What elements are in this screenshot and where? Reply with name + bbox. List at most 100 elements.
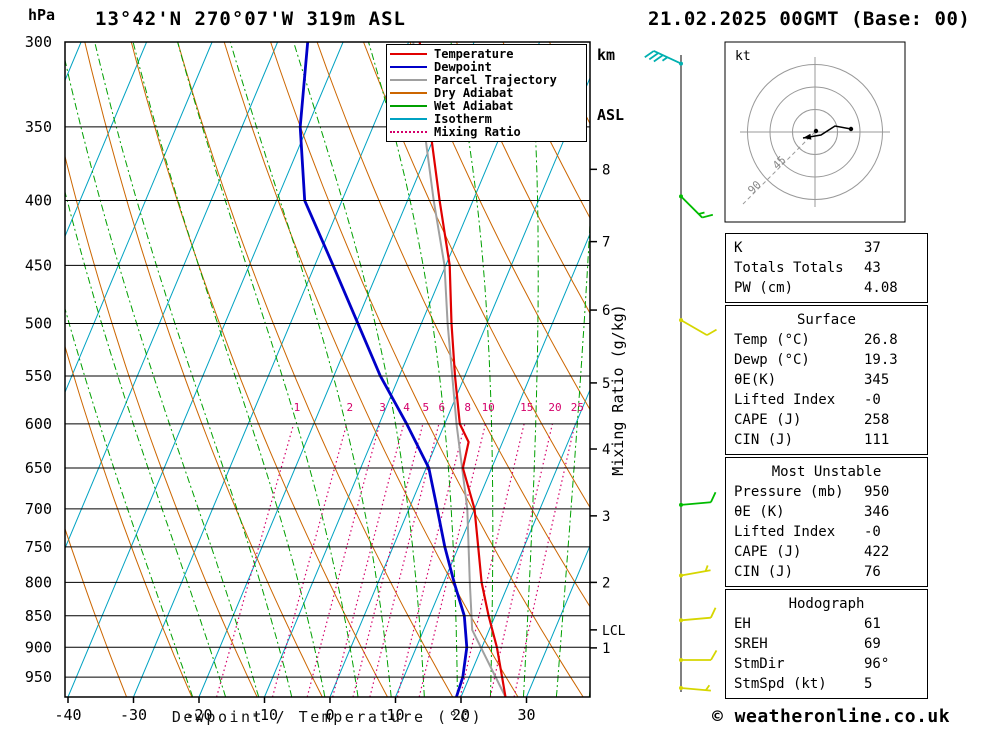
- temp-tick-label: -10: [251, 706, 278, 724]
- km-tick-label: 7: [602, 235, 610, 251]
- row-label: θE (K): [734, 504, 785, 520]
- mixing-ratio-labels: 1 2 3 4 5 6 8 10 15 20 25: [294, 401, 584, 414]
- row-value: 950: [864, 484, 890, 500]
- row-label: Totals Totals: [734, 260, 844, 276]
- wind-barb: [644, 50, 683, 66]
- row-label: EH: [734, 616, 751, 632]
- mixing-ratio-value: 10: [482, 401, 495, 414]
- wind-barb: [679, 194, 714, 219]
- mixing-ratio-value: 25: [571, 401, 584, 414]
- plot-border: [64, 41, 591, 698]
- table-row: Temp (°C) 26.8: [734, 330, 919, 350]
- row-label: CIN (J): [734, 564, 794, 580]
- row-label: Lifted Index: [734, 392, 836, 408]
- pressure-unit-label: hPa: [28, 6, 56, 24]
- legend-line-sample: [390, 130, 427, 133]
- temp-tick-label: -30: [120, 706, 147, 724]
- isotherm-lines: [65, 42, 590, 697]
- mixing-ratio-value: 5: [422, 401, 429, 414]
- legend-line-sample: [390, 104, 427, 107]
- table-row: CIN (J) 76: [734, 562, 919, 582]
- row-value: 346: [864, 504, 890, 520]
- pressure-gridlines: [65, 41, 590, 678]
- table-row: Totals Totals 43: [734, 258, 919, 278]
- legend-item: Dry Adiabat: [390, 86, 586, 99]
- wind-barb: [679, 491, 717, 507]
- lcl-label: LCL: [602, 624, 626, 639]
- table-row: Pressure (mb) 950: [734, 482, 919, 502]
- table-header: Most Unstable: [771, 464, 882, 480]
- temp-tick-label: 10: [386, 706, 404, 724]
- parcel-trajectory-curve: [412, 42, 507, 697]
- legend-line-sample: [390, 78, 427, 81]
- table-row: CIN (J) 111: [734, 430, 919, 450]
- wind-barb: [679, 684, 711, 692]
- km-tick-label: 1: [602, 641, 610, 657]
- pressure-tick-label: 800: [25, 573, 52, 591]
- legend-item: Isotherm: [390, 112, 586, 125]
- pressure-tick-label: 500: [25, 314, 52, 332]
- table-row: CAPE (J) 422: [734, 542, 919, 562]
- temp-axis: -40 -30 -20 -10 0 10 20 30: [54, 697, 536, 724]
- legend-label: Dewpoint: [434, 59, 492, 74]
- mixing-ratio-lines: [216, 423, 576, 697]
- temp-tick-label: -40: [54, 706, 81, 724]
- legend-line-sample: [390, 117, 427, 120]
- mixing-ratio-value: 15: [520, 401, 533, 414]
- wind-barb: [679, 565, 711, 578]
- km-tick-label: 5: [602, 376, 610, 392]
- table-row: StmDir 96°: [734, 654, 919, 674]
- hodograph-trace: [802, 125, 852, 139]
- km-tick-label: 2: [602, 575, 610, 591]
- table-surface: Surface Temp (°C) 26.8 Dewp (°C) 19.3 θE(K) 34…: [725, 305, 928, 455]
- table-row: StmSpd (kt) 5: [734, 674, 919, 694]
- mixing-ratio-value: 4: [403, 401, 410, 414]
- row-label: Lifted Index: [734, 524, 836, 540]
- station-title: 13°42'N 270°07'W 319m ASL: [95, 8, 406, 30]
- legend-line-sample: [390, 91, 427, 94]
- altitude-unit-km: km: [597, 46, 616, 64]
- temp-tick-label: 20: [452, 706, 470, 724]
- mixing-ratio-value: 3: [379, 401, 386, 414]
- legend-item: Temperature: [390, 47, 586, 60]
- km-tick-label: 4: [602, 442, 610, 458]
- legend-label: Isotherm: [434, 111, 492, 126]
- row-value: 37: [864, 240, 881, 256]
- table-hodograph: Hodograph EH 61 SREH 69 StmDir 96° StmSpd (kt) 5: [725, 589, 928, 699]
- row-label: StmDir: [734, 656, 785, 672]
- legend-item: Wet Adiabat: [390, 99, 586, 112]
- table-row: Dewp (°C) 19.3: [734, 350, 919, 370]
- pressure-tick-label: 350: [25, 118, 52, 136]
- km-axis: 1 2 3 4 5 6 7 8 LCL: [590, 162, 626, 657]
- row-value: 69: [864, 636, 881, 652]
- wet-adiabat-lines: [65, 42, 590, 697]
- legend-label: Mixing Ratio: [434, 124, 521, 139]
- row-label: CIN (J): [734, 432, 794, 448]
- row-value: 258: [864, 412, 890, 428]
- row-label: CAPE (J): [734, 544, 802, 560]
- table-row: EH 61: [734, 614, 919, 634]
- row-label: Temp (°C): [734, 332, 810, 348]
- row-value: 422: [864, 544, 890, 560]
- table-row: PW (cm) 4.08: [734, 278, 919, 298]
- table-header: Hodograph: [788, 596, 865, 612]
- pressure-tick-label: 850: [25, 607, 52, 625]
- mixing-ratio-value: 2: [346, 401, 353, 414]
- km-tick-label: 6: [602, 303, 610, 319]
- mixing-ratio-value: 6: [438, 401, 445, 414]
- table-row: θE(K) 345: [734, 370, 919, 390]
- data-tables: K 37 Totals Totals 43 PW (cm) 4.08 Surface Temp…: [725, 233, 928, 699]
- row-value: 5: [864, 676, 873, 692]
- legend-label: Temperature: [434, 46, 514, 61]
- temp-tick-label: 30: [517, 706, 535, 724]
- row-value: 19.3: [864, 352, 898, 368]
- table-most-unstable: Most Unstable Pressure (mb) 950 θE (K) 346 Li…: [725, 457, 928, 587]
- row-value: 76: [864, 564, 881, 580]
- row-label: StmSpd (kt): [734, 676, 827, 692]
- legend-label: Parcel Trajectory: [434, 72, 557, 87]
- legend-item: Parcel Trajectory: [390, 73, 586, 86]
- table-row: Lifted Index -0: [734, 390, 919, 410]
- mixing-ratio-value: 1: [294, 401, 301, 414]
- table-header: Surface: [796, 312, 856, 328]
